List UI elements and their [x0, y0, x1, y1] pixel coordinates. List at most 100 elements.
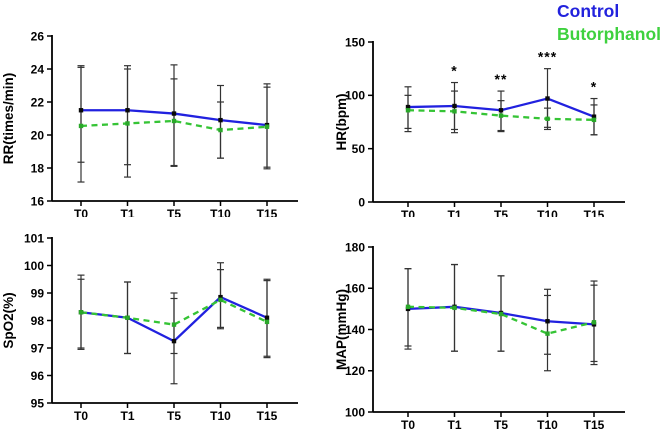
data-point-marker: [264, 315, 270, 320]
legend-label-butorphanol: Butorphanol: [557, 24, 662, 44]
chart-rr: 16 18 20 22 24 26 T0 T1 T5 T10 T15 RR(times/min): [0, 0, 334, 217]
data-point-marker: [498, 113, 504, 118]
data-point-marker: [405, 108, 411, 113]
data-point-marker: [171, 118, 177, 124]
x-tick-label: T1: [120, 409, 134, 423]
significance-marker: ***: [538, 49, 557, 65]
y-tick-label: 96: [31, 369, 45, 383]
x-tick-label: T0: [74, 409, 88, 423]
y-tick-label: 180: [345, 240, 365, 254]
data-point-marker: [125, 315, 130, 320]
y-tick-label: 150: [345, 35, 365, 49]
x-tick-label: T1: [447, 418, 461, 432]
y-tick-label: 97: [31, 341, 45, 355]
data-point-marker: [498, 311, 504, 317]
y-ticks: 95 96 97 98 99 100 101: [24, 231, 52, 410]
x-tick-label: T1: [120, 207, 134, 217]
y-axis-label: MAP(mmHg): [334, 289, 349, 370]
y-tick-label: 100: [345, 89, 365, 103]
error-bars: [77, 64, 271, 183]
x-tick-label: T5: [167, 409, 181, 423]
axes: [372, 41, 625, 203]
y-tick-label: 18: [31, 161, 45, 175]
y-ticks: 16 18 20 22 24 26: [31, 29, 52, 208]
x-tick-label: T15: [257, 207, 278, 217]
data-point-marker: [171, 338, 177, 344]
series-butorphanol-line: [407, 305, 595, 335]
data-point-marker: [218, 297, 223, 303]
y-tick-label: 160: [345, 282, 365, 296]
rr-plot: 16 18 20 22 24 26 T0 T1 T5 T10 T15 RR(times/min): [1, 29, 298, 217]
y-tick-label: 50: [352, 142, 366, 156]
y-tick-label: 24: [31, 62, 45, 76]
x-tick-label: T15: [584, 418, 605, 432]
data-point-marker: [264, 124, 270, 129]
y-tick-label: 22: [31, 95, 45, 109]
y-axis-label: RR(times/min): [1, 73, 16, 165]
y-axis-label: SpO2(%): [1, 292, 16, 348]
y-tick-label: 95: [31, 396, 45, 410]
y-tick-label: 100: [24, 259, 44, 273]
y-tick-label: 16: [31, 194, 45, 208]
y-axis-label: HR(bpm): [334, 94, 349, 151]
significance-marker: *: [591, 79, 597, 95]
data-point-marker: [125, 121, 130, 126]
data-point-marker: [591, 117, 597, 123]
data-point-marker: [545, 331, 550, 336]
data-point-marker: [405, 304, 411, 310]
y-tick-label: 140: [345, 323, 365, 337]
map-plot: 100 120 140 160 180 T0 T1 T5 T10 T15 MAP(mmHg): [334, 240, 625, 432]
data-point-marker: [264, 319, 270, 325]
data-point-marker: [405, 104, 411, 110]
data-point-marker: [125, 108, 130, 113]
x-ticks: T0 T1 T5 T10 T15: [74, 403, 278, 423]
y-tick-label: 0: [358, 195, 365, 209]
axes: [372, 246, 625, 413]
series-butorphanol-markers: [405, 108, 597, 123]
x-tick-label: T0: [74, 207, 88, 217]
spo2-plot: 95 96 97 98 99 100 101 T0 T1 T5 T10 T15 SpO2(%): [1, 231, 298, 423]
data-point-marker: [78, 123, 84, 129]
series-butorphanol-markers: [405, 304, 597, 336]
error-bars: [404, 263, 598, 372]
y-tick-label: 99: [31, 286, 45, 300]
data-point-marker: [591, 320, 597, 325]
series-butorphanol-markers: [78, 118, 270, 133]
x-ticks: T0 T1 T5 T10 T15: [74, 201, 278, 217]
y-ticks: 100 120 140 160 180: [345, 240, 373, 419]
x-tick-label: T10: [537, 418, 558, 432]
x-ticks: T0 T1 T5 T10 T15: [401, 202, 605, 217]
y-ticks: 0 50 100 150: [345, 35, 373, 209]
x-tick-label: T10: [210, 409, 231, 423]
data-point-marker: [218, 127, 223, 133]
x-tick-label: T5: [494, 418, 508, 432]
x-tick-label: T5: [167, 207, 181, 217]
y-tick-label: 98: [31, 314, 45, 328]
series-butorphanol-markers: [78, 297, 270, 327]
x-tick-label: T10: [210, 207, 231, 217]
chart-map: 100 120 140 160 180 T0 T1 T5 T10 T15 MAP(mmHg): [334, 217, 668, 435]
legend: Control Butorphanol: [557, 0, 661, 46]
data-point-marker: [452, 109, 457, 114]
significance-marker: *: [451, 63, 457, 79]
x-tick-label: T15: [584, 208, 605, 217]
y-tick-label: 101: [24, 231, 44, 245]
data-point-marker: [78, 310, 84, 315]
chart-spo2: 95 96 97 98 99 100 101 T0 T1 T5 T10 T15 SpO2(%): [0, 217, 334, 435]
data-point-marker: [591, 114, 597, 119]
x-tick-label: T10: [537, 208, 558, 217]
y-tick-label: 20: [31, 128, 45, 142]
y-tick-label: 26: [31, 29, 45, 43]
legend-label-control: Control: [557, 1, 620, 21]
data-point-marker: [545, 319, 550, 324]
x-tick-label: T1: [447, 208, 461, 217]
data-point-marker: [545, 116, 550, 121]
x-tick-label: T15: [257, 409, 278, 423]
data-point-marker: [218, 117, 223, 123]
data-point-marker: [218, 294, 223, 300]
series-control-markers: [405, 96, 597, 119]
y-tick-label: 120: [345, 364, 365, 378]
